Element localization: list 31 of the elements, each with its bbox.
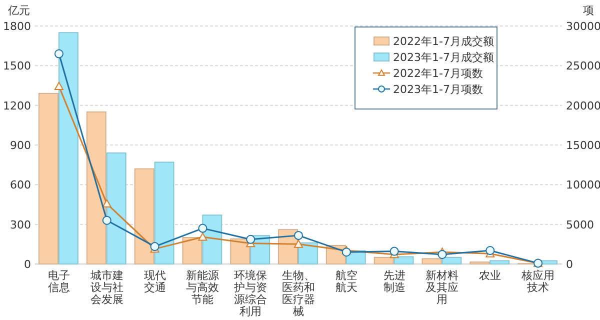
y2-tick-label: 10000 [566, 178, 600, 192]
y2-tick-label: 30000 [566, 20, 600, 33]
x-tick-label: 新能源与高效节能 [186, 269, 220, 306]
y2-tick-label: 5000 [566, 218, 594, 232]
y2-tick-label: 0 [566, 258, 573, 271]
y2-axis-title: 项 [583, 4, 594, 17]
x-tick-label: 环境保护与资源综合利用 [233, 269, 268, 318]
x-tick-label: 航空航天 [335, 269, 358, 294]
legend-label: 2022年1-7月项数 [393, 67, 483, 80]
x-tick-label: 农业 [479, 269, 502, 282]
x-tick-label: 现代交通 [144, 269, 166, 294]
y-tick-label: 0 [24, 258, 31, 271]
y-tick-label: 900 [10, 139, 31, 152]
y-axis-title: 亿元 [7, 4, 30, 17]
y-tick-label: 600 [10, 178, 31, 192]
y-tick-label: 300 [10, 218, 31, 232]
x-tick-label: 生物、医药和医疗器械 [282, 269, 315, 318]
x-tick-label: 核应用技术 [520, 269, 555, 294]
y-tick-label: 1200 [3, 99, 31, 112]
y2-tick-label: 15000 [566, 139, 600, 152]
y-tick-label: 1800 [3, 20, 31, 33]
legend-label: 2023年1-7月项数 [393, 83, 483, 96]
x-tick-label: 城市建设与社会发展 [89, 269, 124, 306]
x-tick-label: 先进制造 [383, 269, 406, 294]
x-tick-label: 电子信息 [48, 269, 70, 294]
y2-tick-label: 25000 [566, 60, 600, 73]
legend-label: 2022年1-7月成交额 [393, 35, 494, 48]
x-tick-label: 新材料及其应用 [426, 269, 459, 306]
legend-label: 2023年1-7月成交额 [393, 51, 494, 64]
y2-tick-label: 20000 [566, 99, 600, 112]
y-tick-label: 1500 [3, 60, 31, 73]
